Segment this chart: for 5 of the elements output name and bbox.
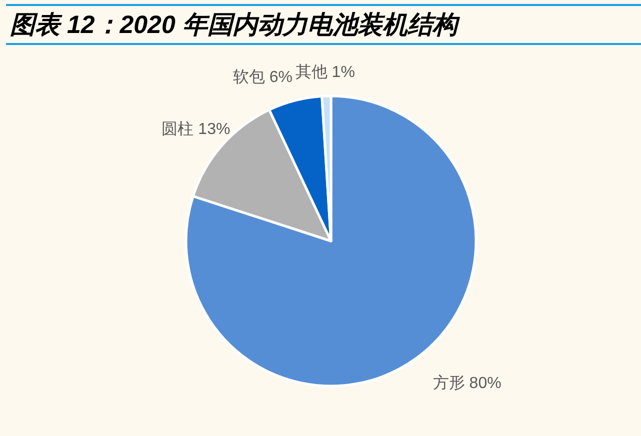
slice-label: 方形 80% bbox=[432, 374, 502, 392]
chart-title: 图表 12：2020 年国内动力电池装机结构 bbox=[10, 11, 460, 39]
slice-label: 圆柱 13% bbox=[162, 120, 230, 138]
slice-label: 其他 1% bbox=[295, 62, 355, 81]
slice-label: 软包 6% bbox=[232, 69, 293, 86]
